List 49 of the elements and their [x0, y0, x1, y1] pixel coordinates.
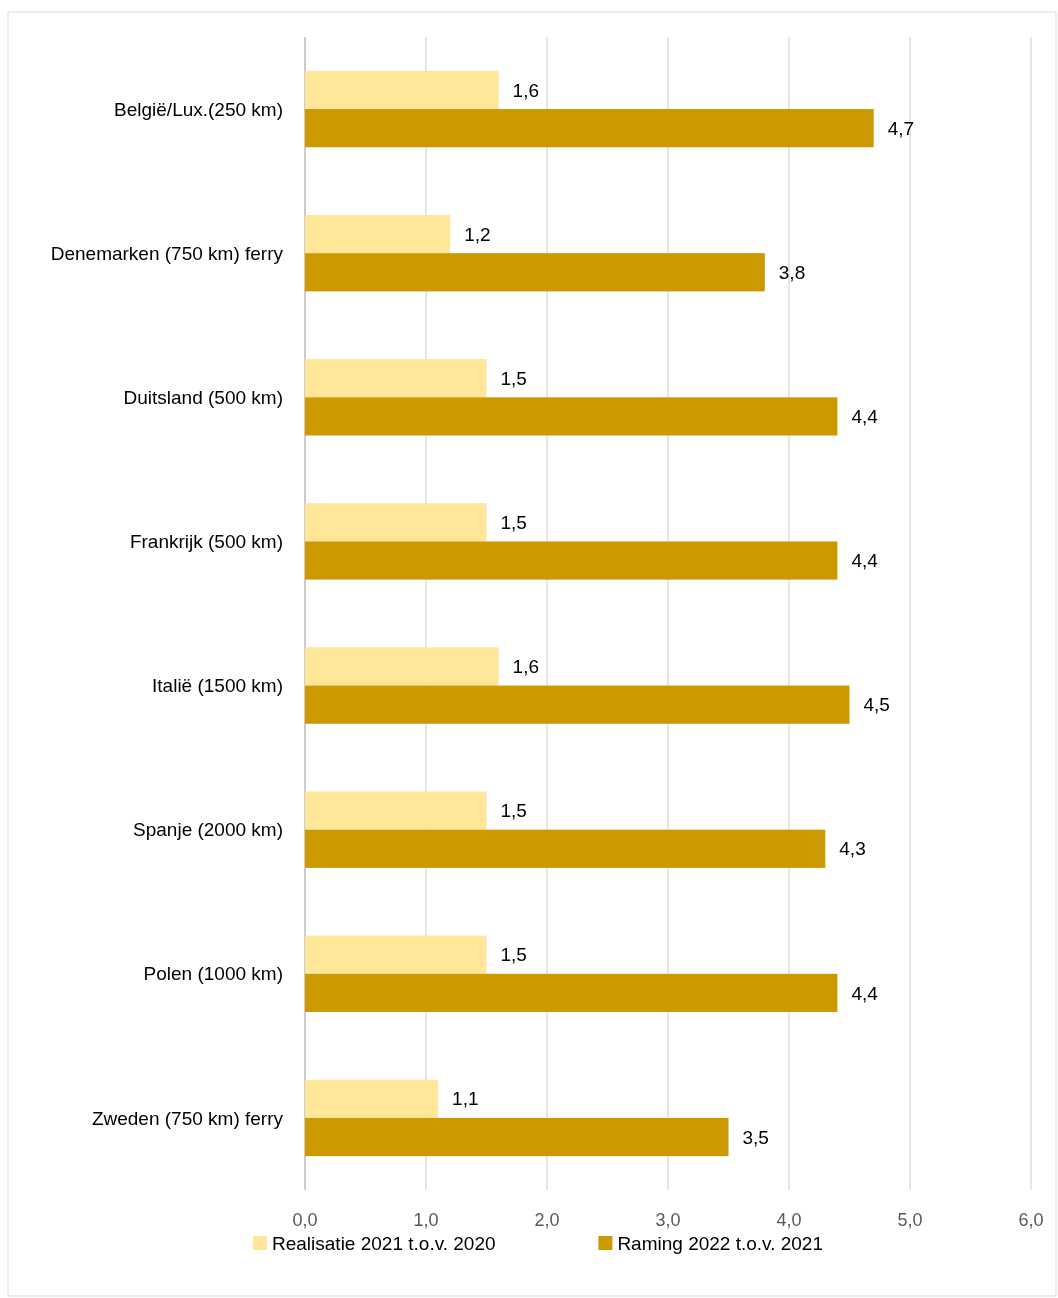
data-label: 4,5	[863, 694, 890, 716]
y-tick-label: Zweden (750 km) ferry	[91, 1107, 284, 1129]
x-tick-label: 3,0	[655, 1210, 681, 1230]
data-label: 4,4	[851, 550, 879, 572]
bar	[305, 503, 487, 542]
bar	[305, 397, 838, 436]
data-label: 1,5	[500, 511, 527, 533]
x-tick-label: 5,0	[897, 1210, 923, 1230]
legend-label: Realisatie 2021 t.o.v. 2020	[272, 1232, 496, 1254]
x-tick-label: 6,0	[1018, 1210, 1044, 1230]
data-label: 4,4	[851, 982, 879, 1004]
bar	[305, 791, 487, 830]
data-label: 1,5	[500, 800, 527, 822]
bar	[305, 541, 838, 580]
y-tick-label: Denemarken (750 km) ferry	[50, 242, 284, 264]
bar	[305, 1117, 729, 1157]
bar	[305, 685, 850, 724]
bar	[305, 109, 874, 148]
data-label: 1,6	[512, 656, 540, 678]
x-tick-label: 4,0	[776, 1210, 802, 1230]
data-label: 1,1	[452, 1088, 479, 1110]
bar	[305, 647, 499, 686]
bar	[305, 1079, 439, 1118]
bar	[305, 70, 499, 110]
bar	[305, 829, 826, 868]
y-tick-label: Polen (1000 km)	[143, 963, 283, 985]
y-tick-label: België/Lux.(250 km)	[114, 98, 283, 120]
y-tick-label: Spanje (2000 km)	[133, 819, 283, 841]
y-tick-label: Duitsland (500 km)	[123, 386, 283, 408]
data-label: 4,4	[851, 406, 879, 428]
bar	[305, 973, 838, 1013]
y-tick-label: Frankrijk (500 km)	[129, 531, 283, 553]
y-tick-label: Italië (1500 km)	[152, 675, 283, 697]
bar	[305, 935, 487, 974]
bar	[305, 253, 765, 292]
x-tick-label: 0,0	[292, 1210, 318, 1230]
data-label: 1,6	[512, 79, 540, 101]
data-label: 3,8	[778, 261, 806, 283]
bar	[305, 359, 487, 398]
data-label: 3,5	[742, 1126, 769, 1148]
x-tick-label: 2,0	[534, 1210, 560, 1230]
data-label: 1,5	[500, 944, 527, 966]
data-label: 4,3	[839, 838, 866, 860]
data-label: 4,7	[887, 117, 915, 139]
data-label: 1,5	[500, 367, 527, 389]
data-label: 1,2	[464, 223, 491, 245]
x-tick-label: 1,0	[413, 1210, 439, 1230]
bar	[305, 214, 451, 254]
legend-label: Raming 2022 t.o.v. 2021	[617, 1232, 824, 1254]
